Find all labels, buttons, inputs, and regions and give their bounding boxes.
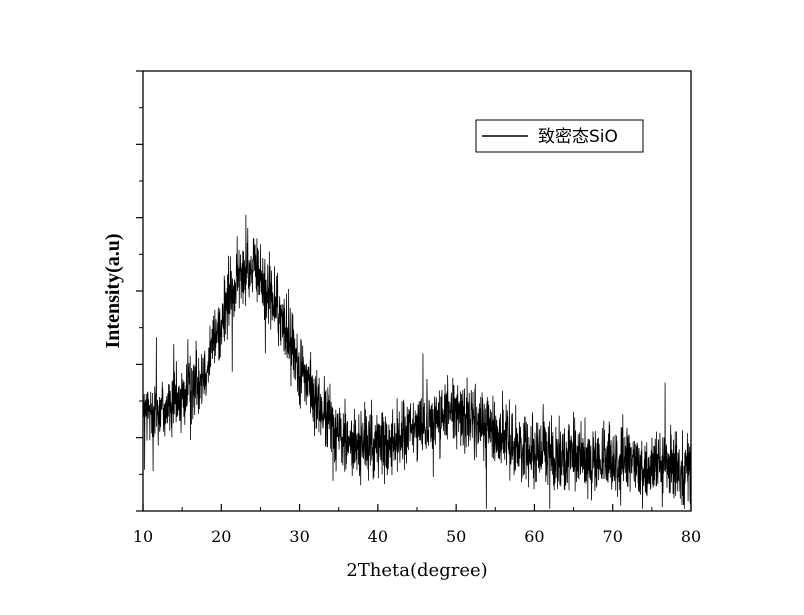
x-tick-label-60: 60	[524, 527, 544, 546]
x-axis-ticks: 10 20 30 40 50 60 70 80	[133, 504, 701, 546]
legend-label: 致密态SiO	[538, 127, 618, 147]
x-tick-label-70: 70	[603, 527, 623, 546]
series-line-0	[142, 214, 692, 509]
legend: 致密态SiO	[475, 119, 644, 153]
x-tick-label-80: 80	[681, 527, 701, 546]
x-tick-label-50: 50	[446, 527, 466, 546]
x-tick-label-40: 40	[368, 527, 388, 546]
x-tick-label-30: 30	[289, 527, 309, 546]
y-axis-ticks	[136, 70, 143, 512]
x-axis-label: 2Theta(degree)	[346, 560, 487, 581]
series-layer	[142, 214, 692, 509]
y-axis-label: Intensity(a.u)	[102, 233, 124, 348]
x-tick-label-10: 10	[133, 527, 153, 546]
x-tick-label-20: 20	[211, 527, 231, 546]
